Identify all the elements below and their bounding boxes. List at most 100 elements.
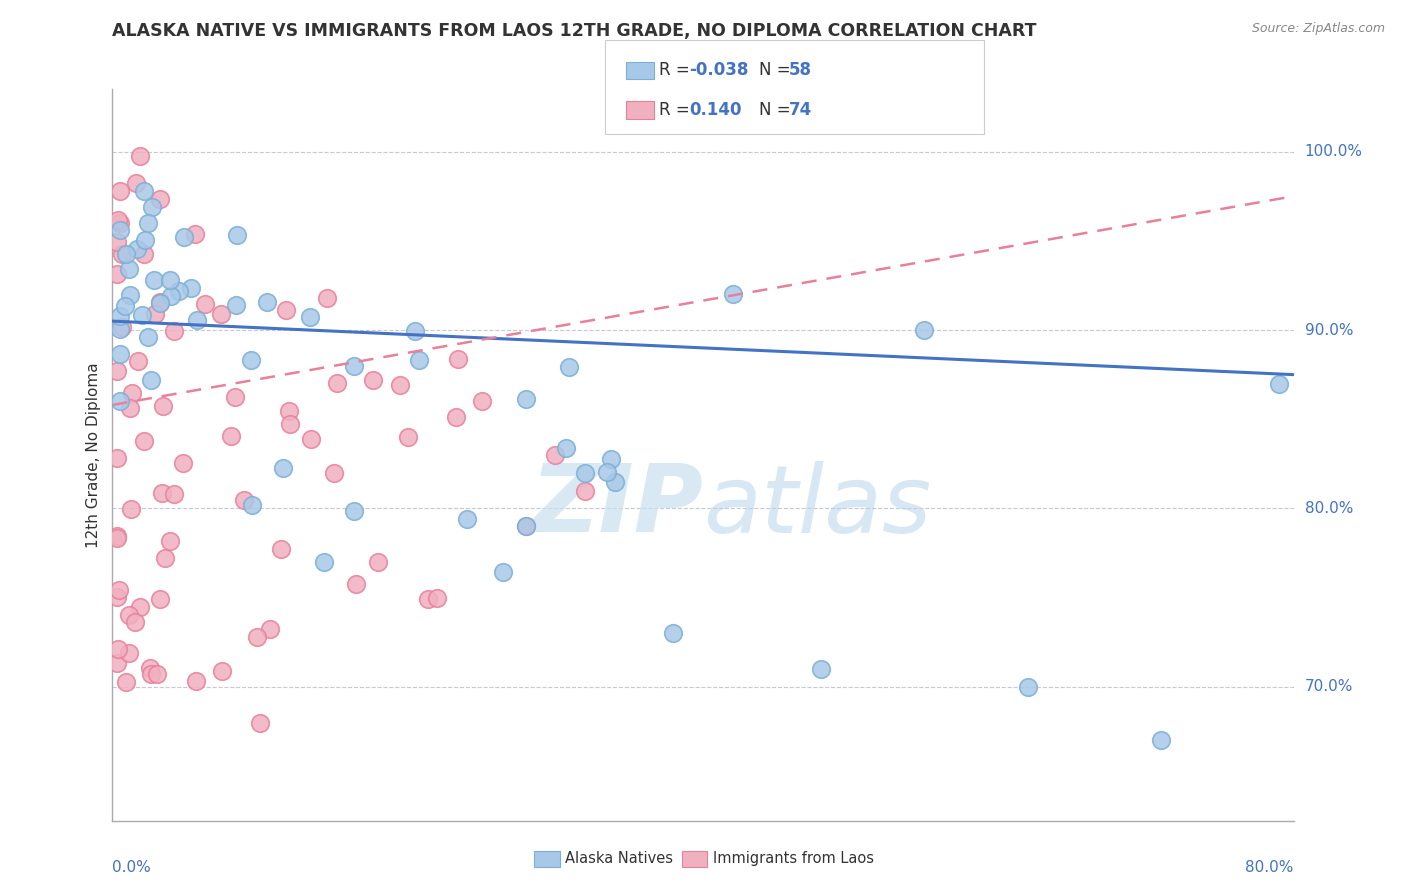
Point: [127, 353, 149, 368]
Point: [389, 378, 412, 392]
Point: [121, 385, 143, 400]
Point: [141, 200, 163, 214]
Point: [219, 429, 242, 443]
Point: [105, 451, 128, 466]
Point: [558, 359, 581, 374]
Point: [108, 347, 131, 361]
Text: 80.0%: 80.0%: [1246, 860, 1294, 874]
Point: [118, 288, 141, 302]
Point: [721, 287, 744, 301]
Point: [134, 434, 156, 449]
Point: [404, 324, 426, 338]
Point: [277, 404, 299, 418]
Point: [138, 216, 160, 230]
Point: [232, 492, 254, 507]
Text: 0.0%: 0.0%: [112, 860, 152, 874]
Text: ZIP: ZIP: [530, 460, 703, 552]
Text: R =: R =: [659, 62, 696, 79]
Point: [605, 475, 627, 490]
Point: [225, 298, 247, 312]
Point: [298, 310, 321, 324]
Point: [127, 242, 149, 256]
Point: [111, 247, 134, 261]
Point: [1268, 376, 1291, 391]
Point: [278, 417, 301, 431]
Text: 100.0%: 100.0%: [1305, 145, 1362, 159]
Point: [105, 267, 128, 281]
Point: [574, 466, 596, 480]
Text: 58: 58: [789, 62, 811, 79]
Point: [343, 504, 366, 518]
Point: [259, 622, 281, 636]
Point: [515, 519, 537, 533]
Point: [186, 312, 208, 326]
Point: [117, 607, 139, 622]
Point: [662, 626, 685, 640]
Text: R =: R =: [659, 101, 696, 119]
Point: [110, 184, 132, 198]
Point: [124, 615, 146, 630]
Text: 0.140: 0.140: [689, 101, 741, 119]
Text: atlas: atlas: [703, 460, 931, 551]
Point: [128, 599, 150, 614]
Point: [114, 675, 136, 690]
Point: [555, 441, 578, 455]
Point: [117, 261, 139, 276]
Point: [167, 284, 190, 298]
Point: [256, 295, 278, 310]
Point: [159, 534, 181, 549]
Point: [239, 352, 262, 367]
Point: [105, 364, 128, 378]
Point: [131, 308, 153, 322]
Text: Alaska Natives: Alaska Natives: [565, 852, 673, 866]
Point: [600, 452, 623, 467]
Point: [240, 498, 263, 512]
Point: [107, 212, 129, 227]
Point: [142, 273, 165, 287]
Point: [1017, 680, 1039, 694]
Point: [426, 591, 449, 605]
Point: [492, 565, 515, 579]
Text: N =: N =: [759, 101, 796, 119]
Point: [211, 664, 233, 678]
Point: [153, 550, 176, 565]
Text: N =: N =: [759, 62, 796, 79]
Point: [149, 296, 172, 310]
Y-axis label: 12th Grade, No Diploma: 12th Grade, No Diploma: [86, 362, 101, 548]
Point: [270, 541, 292, 556]
Point: [159, 273, 181, 287]
Point: [316, 292, 339, 306]
Point: [160, 289, 183, 303]
Text: Immigrants from Laos: Immigrants from Laos: [713, 852, 875, 866]
Point: [149, 294, 172, 309]
Point: [148, 591, 170, 606]
Point: [271, 460, 294, 475]
Point: [120, 502, 142, 516]
Point: [194, 297, 217, 311]
Point: [163, 324, 186, 338]
Point: [173, 230, 195, 244]
Point: [225, 227, 247, 242]
Point: [209, 306, 232, 320]
Point: [134, 247, 156, 261]
Point: [108, 321, 131, 335]
Point: [108, 222, 131, 236]
Text: 70.0%: 70.0%: [1305, 680, 1353, 694]
Point: [361, 373, 384, 387]
Point: [114, 299, 136, 313]
Point: [148, 193, 170, 207]
Point: [107, 641, 129, 656]
Point: [118, 646, 141, 660]
Point: [326, 376, 349, 390]
Point: [139, 373, 162, 387]
Point: [180, 280, 202, 294]
Point: [111, 319, 134, 334]
Point: [163, 487, 186, 501]
Point: [139, 667, 162, 681]
Point: [124, 177, 146, 191]
Text: 74: 74: [789, 101, 813, 119]
Point: [132, 184, 155, 198]
Point: [143, 307, 166, 321]
Point: [246, 630, 269, 644]
Point: [396, 430, 419, 444]
